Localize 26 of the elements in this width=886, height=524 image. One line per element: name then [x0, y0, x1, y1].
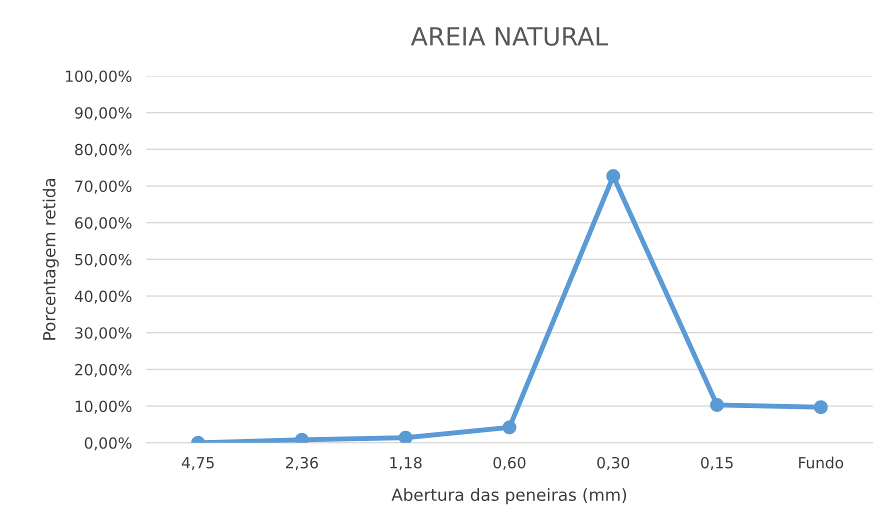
x-tick-label: 0,30	[597, 456, 630, 470]
point	[398, 430, 413, 443]
y-tick-label: 20,00%	[75, 364, 132, 377]
y-tick-label: 80,00%	[75, 144, 132, 157]
x-tick-label: 0,60	[493, 456, 526, 470]
y-tick-label: 40,00%	[74, 290, 132, 304]
y-tick-label: 0,00%	[84, 437, 132, 450]
chart-title: AREIA NATURAL	[410, 27, 608, 46]
point	[814, 400, 828, 414]
y-tick-label: 50,00%	[75, 254, 132, 267]
point	[710, 398, 724, 412]
x-tick-label: 4,75	[182, 457, 214, 470]
y-tick-label: 70,00%	[75, 180, 132, 194]
x-tick-label: 0,15	[701, 456, 733, 470]
x-tick-label: 1,18	[390, 456, 422, 470]
y-tick-label: 100,00%	[66, 70, 132, 84]
y-tick-label: 60,00%	[75, 217, 132, 230]
y-tick-label: 10,00%	[76, 400, 132, 414]
y-axis-title: Porcentagem retida	[42, 178, 59, 340]
y-tick-label: 30,00%	[75, 327, 132, 340]
y-tick-label: 90,00%	[75, 107, 132, 120]
point	[502, 420, 516, 434]
x-tick-label: Fundo	[799, 456, 844, 468]
point	[606, 169, 620, 184]
x-axis-title: Abertura das peneiras (mm)	[392, 488, 626, 504]
x-tick-label: 2,36	[286, 456, 318, 470]
